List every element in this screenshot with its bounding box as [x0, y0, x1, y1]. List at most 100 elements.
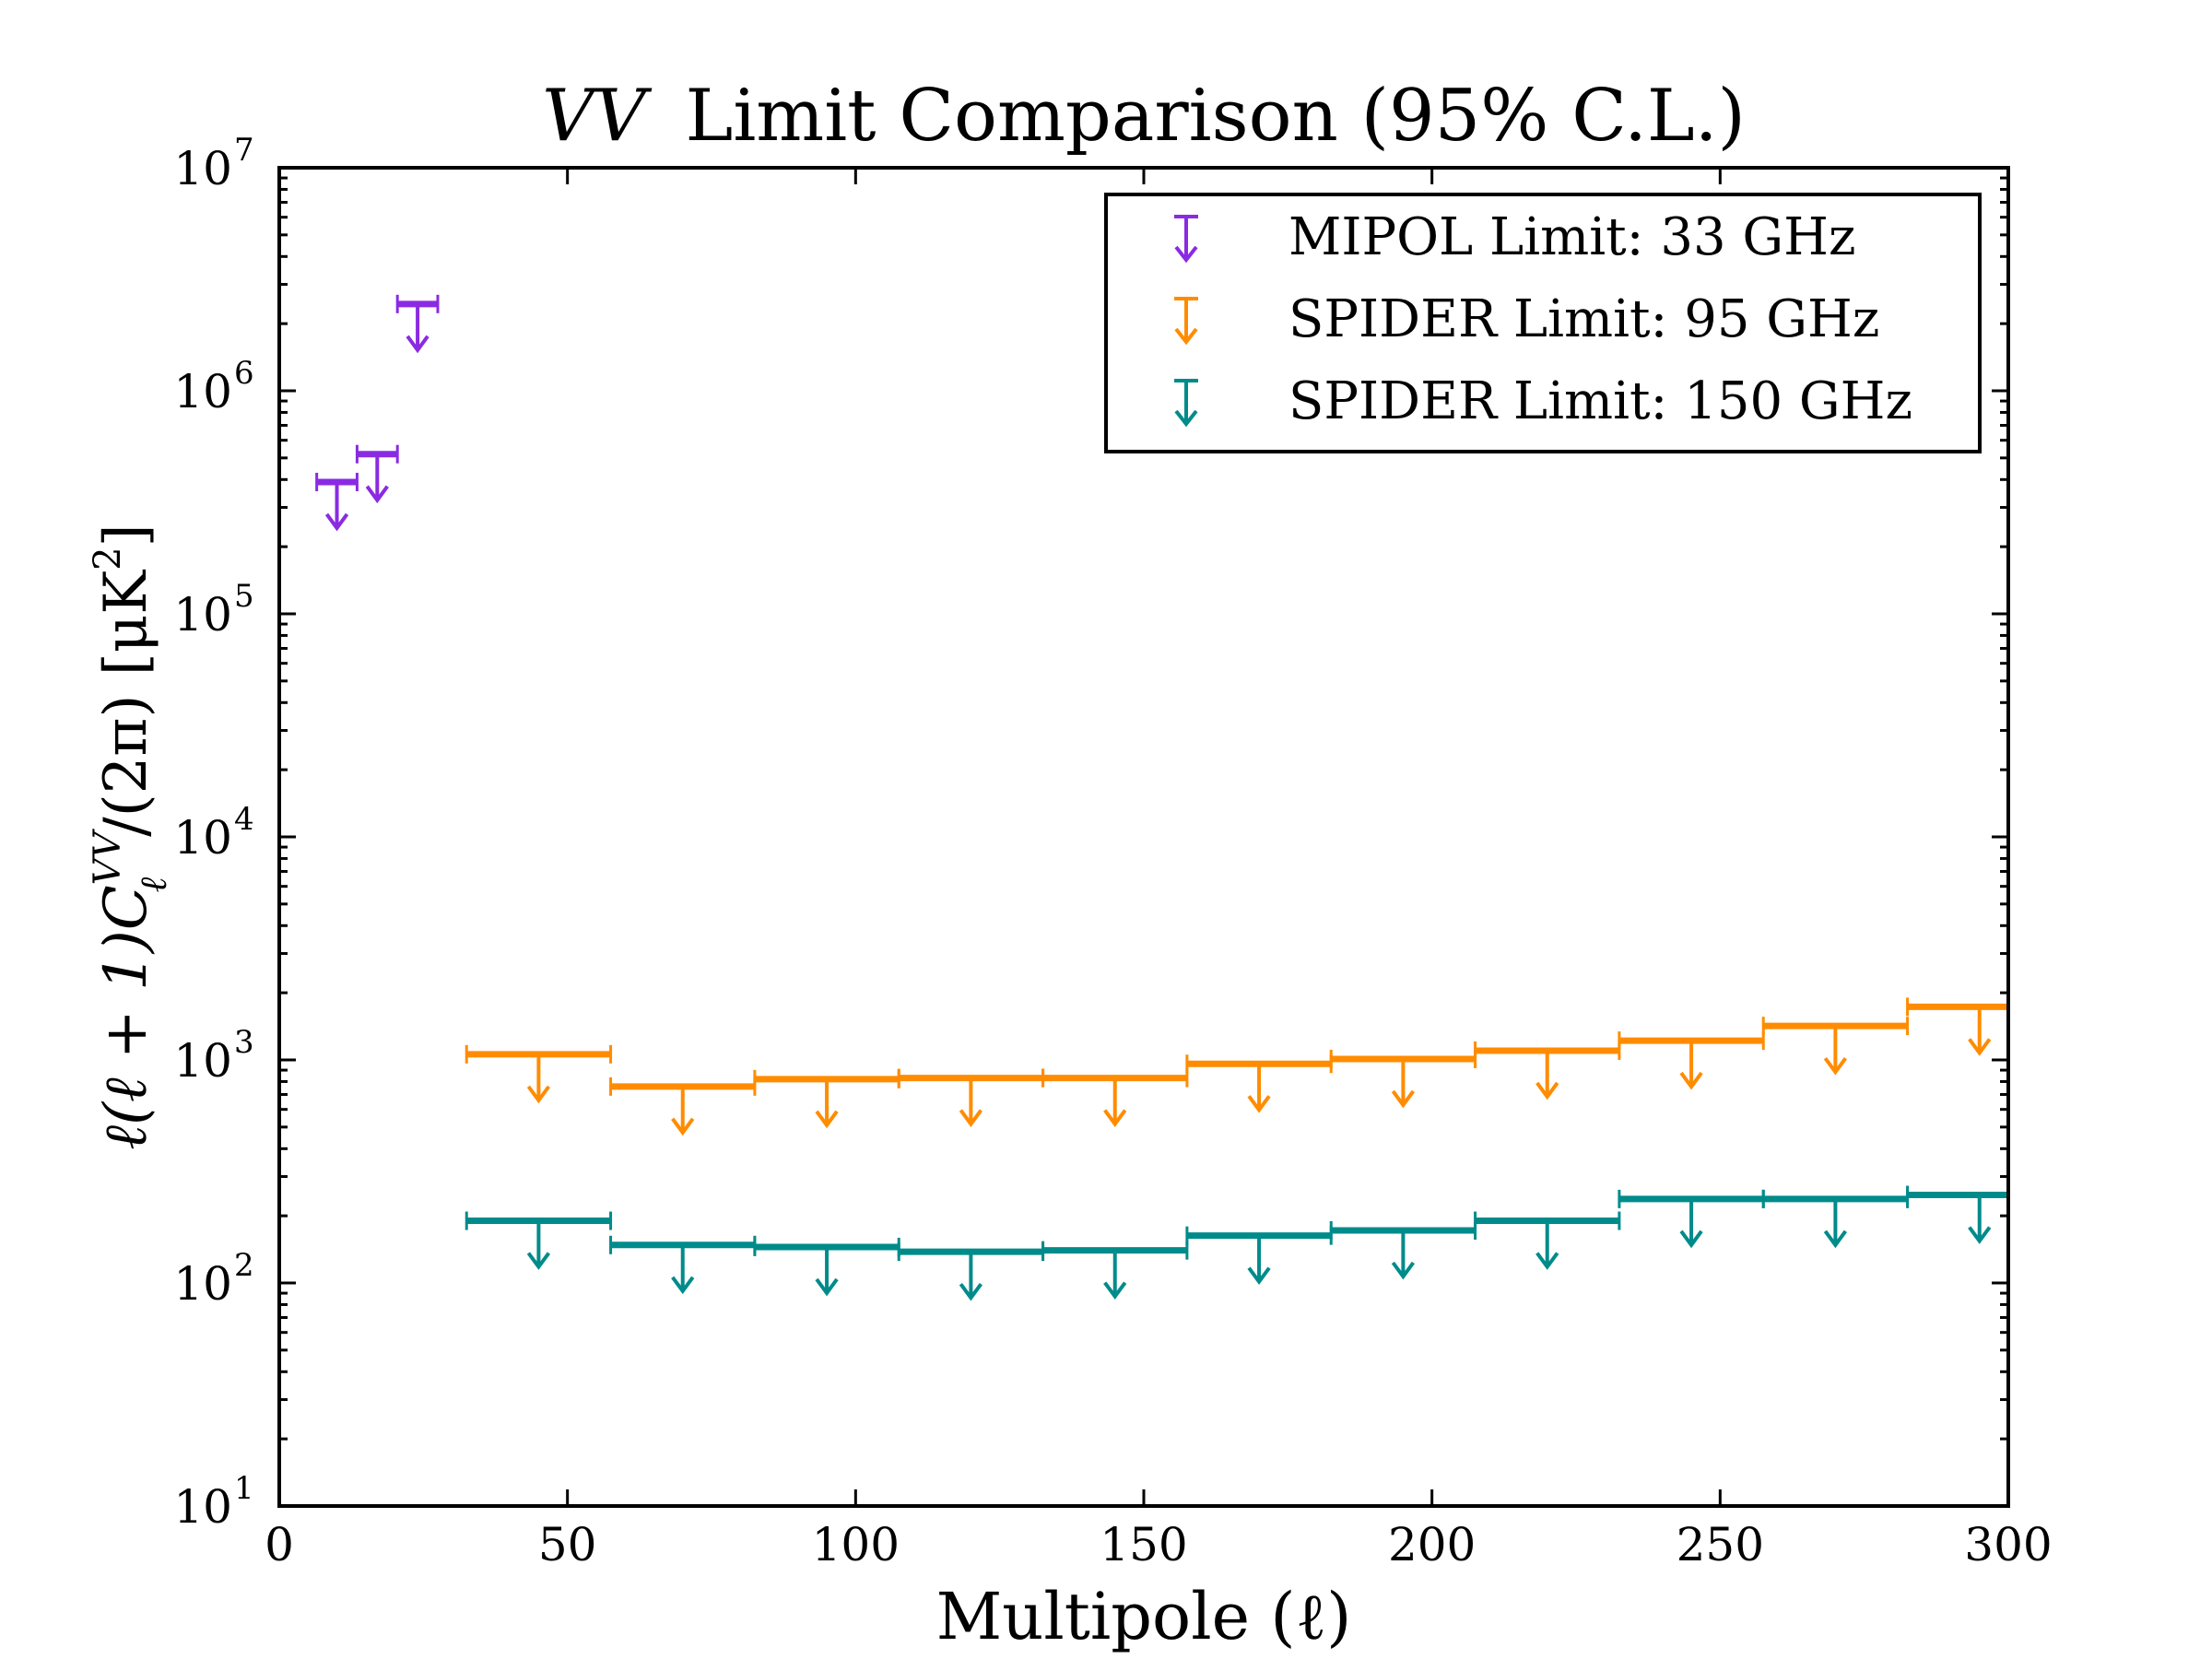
y-label-post-sup: 2 — [87, 547, 129, 570]
y-tick-label: 10 — [173, 811, 232, 865]
x-tick-label: 150 — [1100, 1518, 1187, 1571]
limit-arrow-head — [324, 512, 349, 532]
upper-limit-point — [1618, 1031, 1765, 1090]
y-label-pre: ℓ(ℓ + 1)C — [92, 885, 160, 1149]
chart-title-italic: VV — [542, 75, 652, 158]
plot-frame — [277, 166, 2010, 1508]
x-tick-label: 100 — [812, 1518, 900, 1571]
y-tick-exponent: 5 — [234, 578, 254, 615]
y-axis-label: ℓ(ℓ + 1)CVV ℓ /(2π) [μK2] — [87, 524, 175, 1149]
y-tick-exponent: 2 — [234, 1247, 254, 1284]
limit-arrow-head — [526, 1252, 551, 1270]
legend: MIPOL Limit: 33 GHz SPIDER Limit: 95 GHz S… — [1104, 193, 1982, 453]
upper-limit-point — [1329, 1221, 1477, 1280]
limit-arrow-head — [365, 485, 389, 504]
plot-marks — [315, 294, 2008, 1301]
limit-arrow-head — [1247, 1266, 1271, 1286]
limit-arrow-head — [1247, 1095, 1271, 1113]
upper-limit-point — [355, 444, 399, 504]
upper-limit-point — [1761, 1189, 1910, 1249]
y-tick-label: 10 — [173, 1480, 232, 1534]
upper-limit-point — [395, 294, 440, 354]
limit-arrow-head — [1535, 1081, 1559, 1100]
upper-limit-point — [1618, 1189, 1765, 1249]
legend-item-3: SPIDER Limit: 150 GHz — [1174, 371, 1912, 431]
upper-limit-point — [609, 1235, 757, 1295]
y-tick-label: 10 — [173, 1034, 232, 1088]
legend-frame — [1104, 193, 1982, 453]
upper-limit-point — [897, 1068, 1045, 1127]
chart-title: VV Limit Comparison (95% C.L.) — [542, 75, 1746, 158]
limit-arrow-head — [1679, 1071, 1703, 1090]
x-tick-label: 0 — [265, 1518, 294, 1571]
y-label-sup: VV — [87, 828, 129, 885]
limit-arrow-head — [526, 1085, 551, 1104]
series-1 — [315, 294, 440, 532]
upper-limit-point — [1474, 1041, 1621, 1100]
upper-limit-point — [1041, 1241, 1189, 1300]
limit-arrow-head — [1391, 1261, 1416, 1280]
legend-marker-arrow — [1174, 409, 1198, 428]
x-tick-labels: 0 50 100 150 200 250 300 — [265, 1518, 2053, 1571]
limit-arrow-head — [1968, 1038, 1992, 1056]
upper-limit-point — [315, 472, 359, 532]
limit-arrow-head — [671, 1117, 695, 1136]
upper-limit-point — [465, 1211, 613, 1270]
limit-arrow-head — [1103, 1281, 1127, 1300]
upper-limit-point — [897, 1242, 1045, 1301]
upper-limit-point — [1906, 1185, 2008, 1244]
limit-arrow-head — [1823, 1056, 1848, 1076]
series-2 — [465, 997, 2008, 1136]
legend-label: SPIDER Limit: 150 GHz — [1288, 371, 1912, 431]
y-label-close: ] — [92, 524, 160, 547]
upper-limit-point — [1329, 1049, 1477, 1109]
upper-limit-point — [1185, 1226, 1333, 1286]
y-label-sub: ℓ — [133, 877, 175, 893]
limit-arrow-head — [671, 1276, 695, 1295]
limit-arrow-head — [815, 1277, 839, 1297]
limit-arrow-head — [1535, 1252, 1559, 1270]
limit-arrow-head — [406, 335, 429, 354]
y-tick-label: 10 — [173, 1257, 232, 1311]
legend-label: MIPOL Limit: 33 GHz — [1288, 207, 1855, 267]
series-3 — [465, 1185, 2008, 1301]
x-tick-label: 200 — [1388, 1518, 1476, 1571]
limit-arrow-head — [959, 1109, 983, 1127]
y-tick-exponent: 1 — [234, 1470, 254, 1507]
limit-arrow-head — [959, 1282, 983, 1301]
limit-arrow-head — [1823, 1230, 1848, 1249]
y-tick-exponent: 7 — [234, 132, 254, 169]
y-tick-exponent: 3 — [234, 1024, 254, 1061]
upper-limit-point — [753, 1237, 900, 1297]
legend-item-1: MIPOL Limit: 33 GHz — [1174, 207, 1855, 267]
limit-arrow-head — [1968, 1226, 1992, 1244]
limit-arrow-head — [1391, 1089, 1416, 1109]
upper-limit-point — [609, 1077, 757, 1136]
upper-limit-point — [1906, 997, 2008, 1056]
upper-limit-point — [753, 1069, 900, 1129]
limit-arrow-head — [815, 1110, 839, 1129]
x-tick-label: 250 — [1677, 1518, 1764, 1571]
upper-limit-point — [1474, 1211, 1621, 1270]
y-tick-exponent: 4 — [234, 801, 254, 838]
legend-label: SPIDER Limit: 95 GHz — [1288, 289, 1879, 349]
x-tick-label: 50 — [538, 1518, 597, 1571]
legend-item-2: SPIDER Limit: 95 GHz — [1174, 289, 1879, 349]
legend-marker-arrow — [1174, 327, 1198, 346]
upper-limit-point — [1185, 1054, 1333, 1113]
chart-title-text: Limit Comparison (95% C.L.) — [686, 75, 1746, 158]
y-tick-label: 10 — [173, 588, 232, 641]
upper-limit-point — [465, 1044, 613, 1104]
limit-arrow-head — [1103, 1109, 1127, 1127]
y-tick-label: 10 — [173, 365, 232, 418]
upper-limit-point — [1761, 1017, 1910, 1076]
x-axis-label: Multipole (ℓ) — [936, 1579, 1352, 1654]
x-tick-label: 300 — [1964, 1518, 2052, 1571]
limit-arrow-head — [1679, 1230, 1703, 1249]
y-tick-exponent: 6 — [234, 355, 254, 392]
upper-limit-point — [1041, 1068, 1189, 1127]
y-label-post: /(2π) [μK — [92, 570, 160, 837]
legend-marker-arrow — [1174, 245, 1198, 264]
